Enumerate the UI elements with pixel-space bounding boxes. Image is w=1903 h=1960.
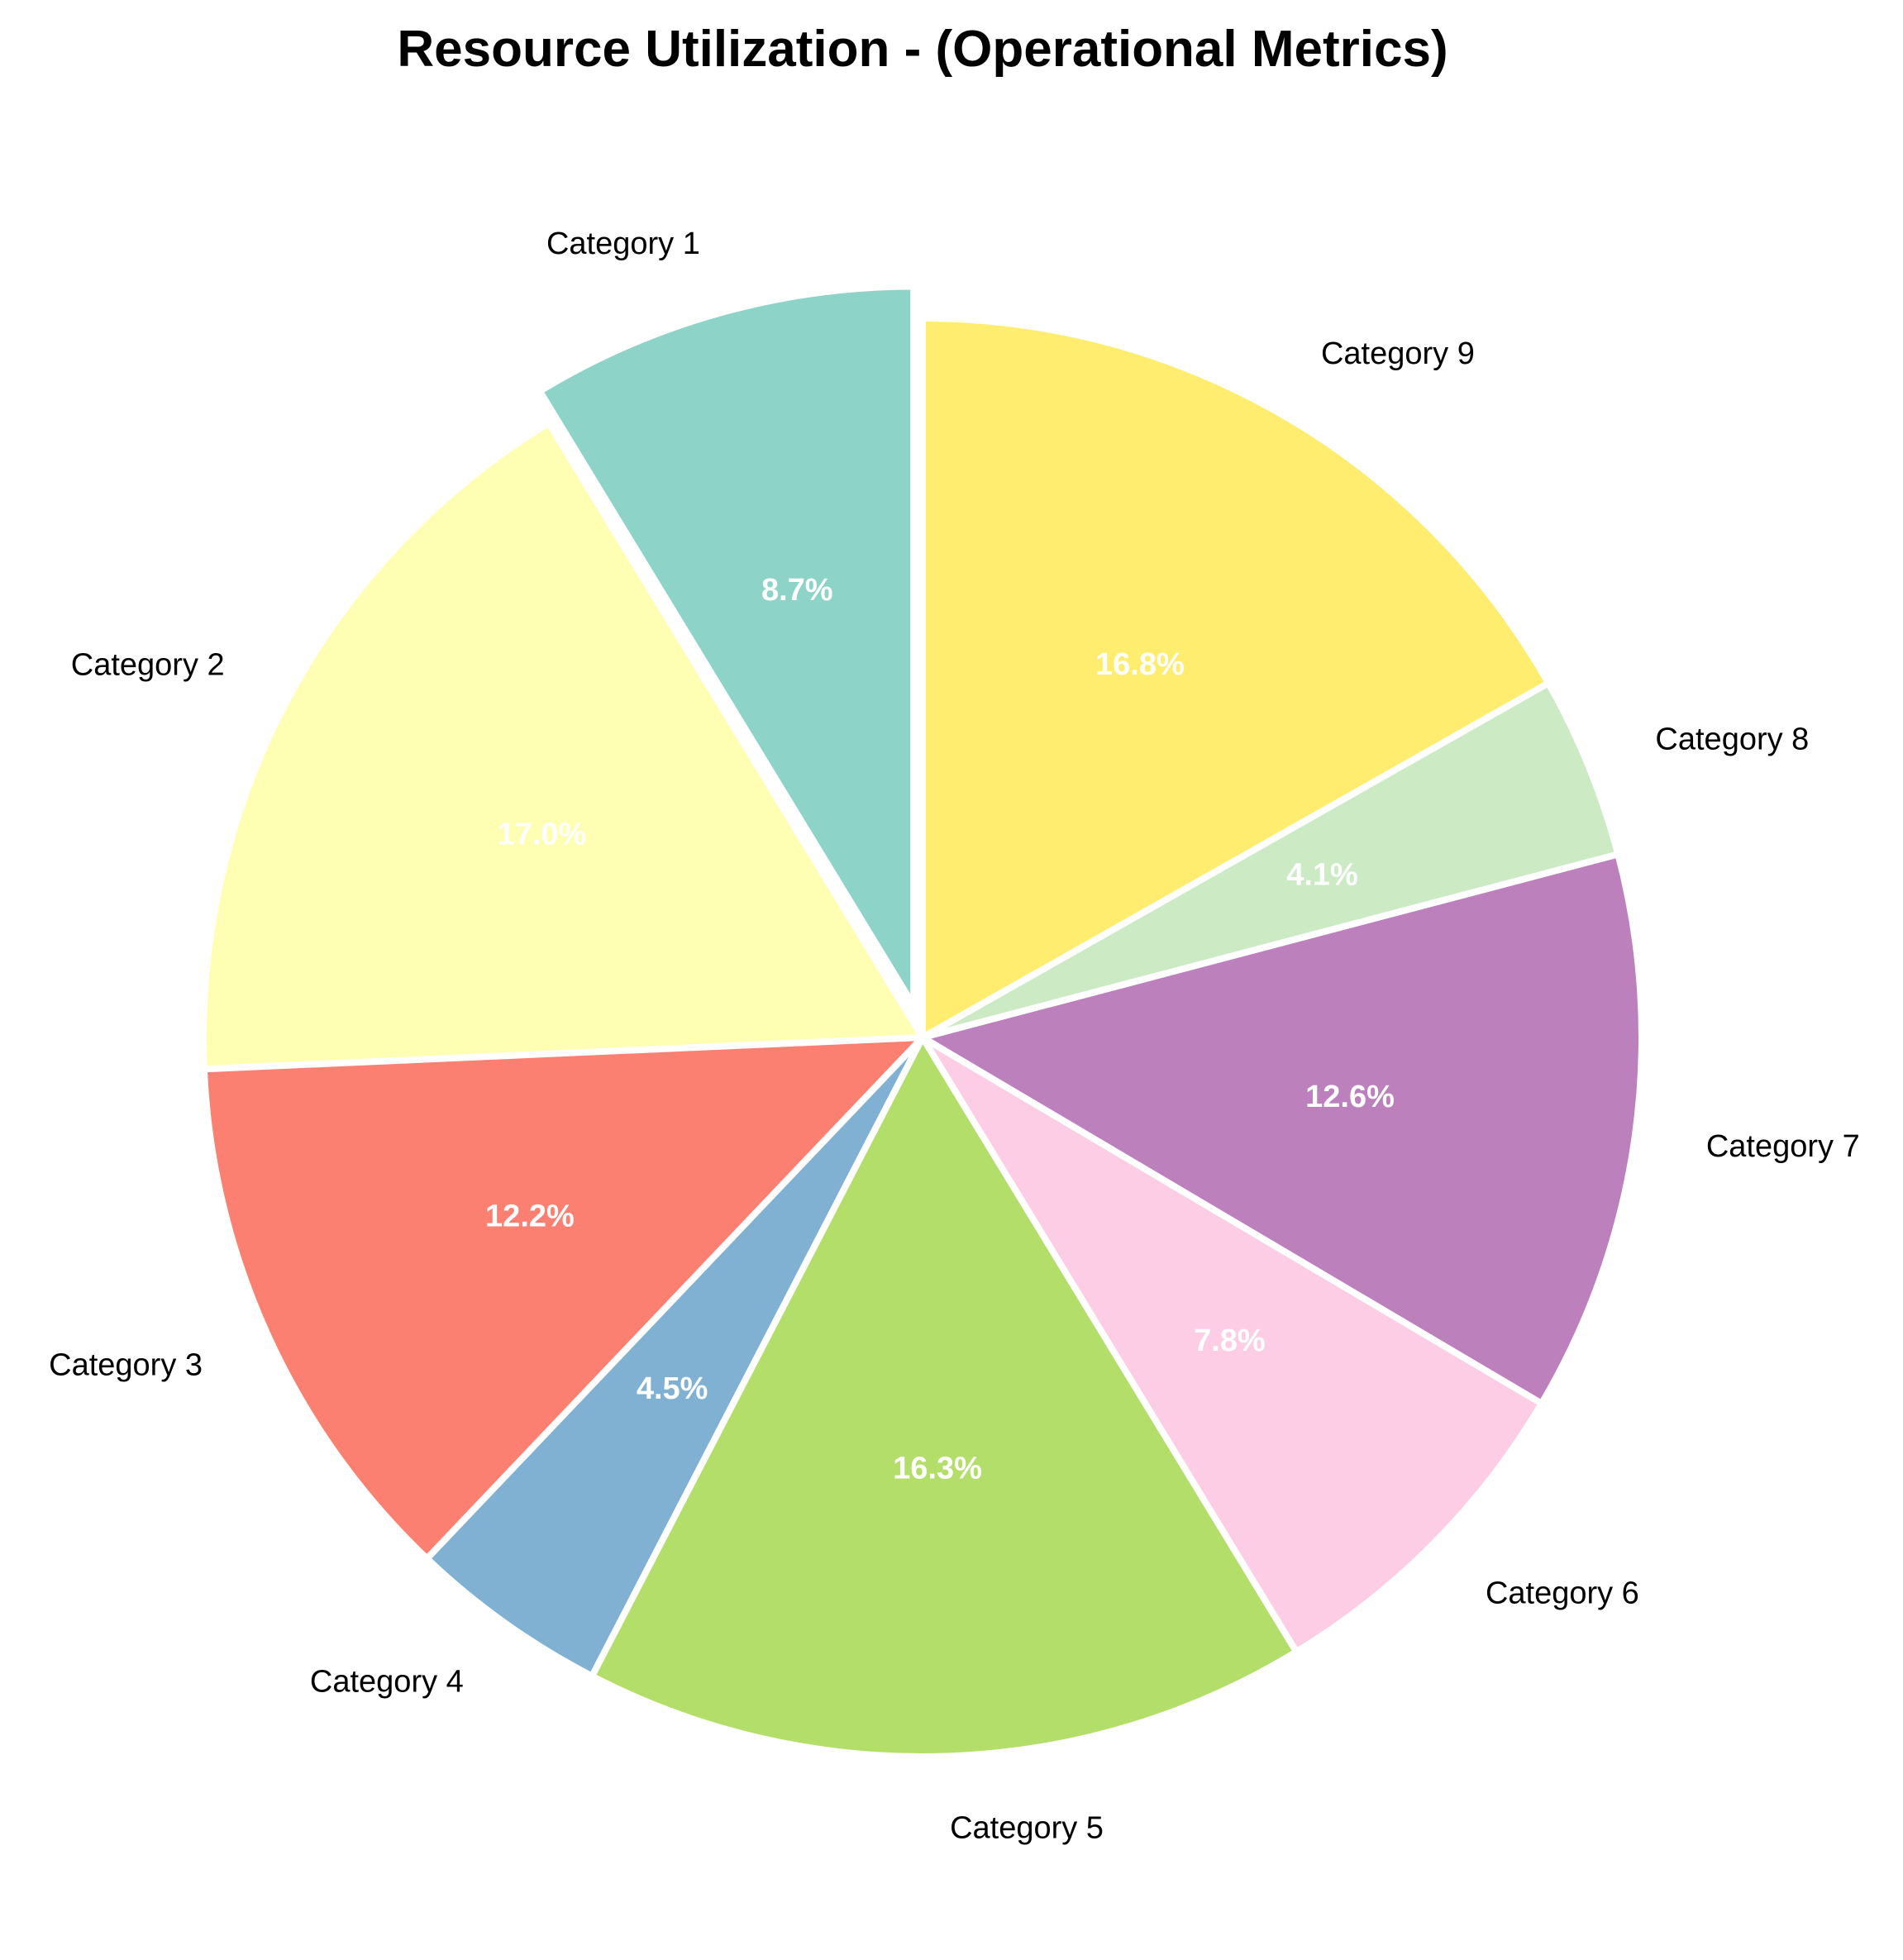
percent-label-category-2: 17.0% [498, 817, 587, 851]
pie-slice-category-2 [200, 419, 926, 1073]
category-label-category-5: Category 5 [950, 1810, 1104, 1845]
pie-slices [200, 283, 1645, 1760]
percent-label-category-3: 12.2% [485, 1199, 575, 1233]
percent-label-category-8: 4.1% [1286, 857, 1358, 892]
pie-labels: 8.7% Category 1 17.0% Category 2 12.2% Catego… [49, 227, 1860, 1845]
pie-slice-category-5 [589, 1034, 1300, 1760]
category-label-category-1: Category 1 [546, 227, 700, 261]
pie-slice-category-8 [919, 680, 1622, 1041]
pie-slice-category-4 [423, 1034, 926, 1680]
category-label-category-8: Category 8 [1655, 722, 1809, 756]
chart-title: Resource Utilization - (Operational Metr… [397, 21, 1448, 78]
pie-slice-category-9 [919, 315, 1552, 1041]
percent-label-category-9: 16.8% [1095, 647, 1185, 682]
category-label-category-4: Category 4 [310, 1664, 464, 1699]
pie-slice-category-6 [919, 1034, 1545, 1656]
percent-label-category-4: 4.5% [637, 1371, 708, 1406]
percent-label-category-1: 8.7% [761, 573, 833, 608]
pie-slice-category-1 [536, 283, 918, 1009]
pie-slice-category-3 [200, 1034, 926, 1562]
category-label-category-3: Category 3 [49, 1348, 203, 1383]
category-label-category-7: Category 7 [1706, 1129, 1860, 1164]
category-label-category-9: Category 9 [1321, 336, 1475, 371]
category-label-category-6: Category 6 [1486, 1576, 1639, 1610]
percent-label-category-7: 12.6% [1305, 1080, 1395, 1114]
percent-label-category-6: 7.8% [1194, 1323, 1266, 1358]
category-label-category-2: Category 2 [71, 648, 225, 683]
percent-label-category-5: 16.3% [893, 1452, 982, 1486]
